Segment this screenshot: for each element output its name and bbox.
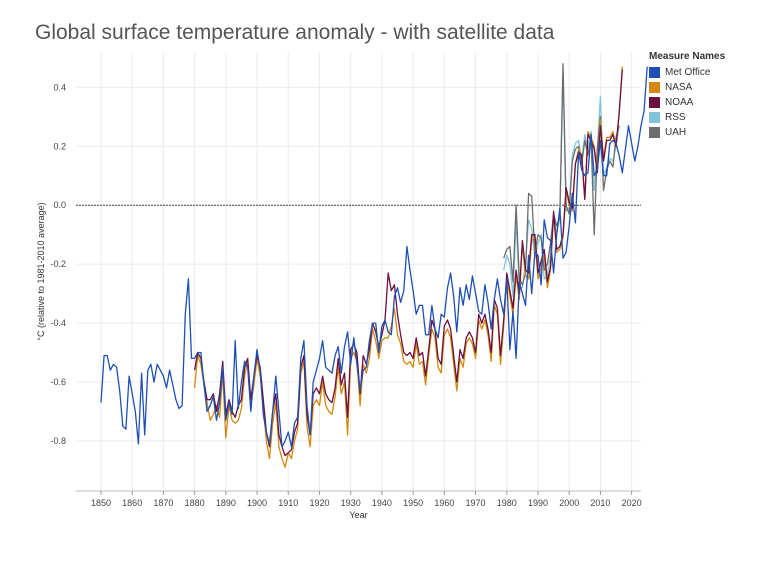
y-tick-label: -0.2 [50,259,66,269]
x-tick-label: 1850 [91,498,111,508]
series-line-met-office[interactable] [100,66,648,448]
legend-swatch [649,112,660,123]
x-tick-label: 2020 [622,498,642,508]
y-tick-label: 0.2 [53,141,66,151]
series-line-nasa[interactable] [193,66,623,469]
x-tick-label: 1970 [466,498,486,508]
x-tick-label: 1890 [216,498,236,508]
legend-item-uah[interactable]: UAH [649,125,725,140]
legend-swatch [649,127,660,138]
legend-swatch [649,97,660,108]
x-axis-title: Year [349,510,367,520]
y-tick-label: 0.4 [53,82,66,92]
y-tick-label: 0.0 [53,200,66,210]
legend-item-nasa[interactable]: NASA [649,80,725,95]
gridlines [76,52,641,491]
x-tick-label: 1950 [403,498,423,508]
x-tick-label: 1920 [309,498,329,508]
axes: 1850 1860 1870 1880 1890 1900 1910 1920 1930 1940… [50,82,641,508]
legend-item-met-office[interactable]: Met Office [649,65,725,80]
series-lines [100,63,648,469]
legend-label: NOAA [665,97,694,108]
legend-label: Met Office [665,67,711,78]
y-tick-label: -0.4 [50,318,66,328]
legend-item-noaa[interactable]: NOAA [649,95,725,110]
legend-label: UAH [665,127,687,138]
chart-title: Global surface temperature anomaly - wit… [35,21,555,44]
x-tick-label: 2010 [590,498,610,508]
y-tick-label: -0.8 [50,436,66,446]
x-tick-label: 1990 [528,498,548,508]
y-tick-label: -0.6 [50,377,66,387]
x-tick-label: 1940 [372,498,392,508]
x-tick-label: 1880 [185,498,205,508]
legend-label: RSS [665,112,686,123]
legend-label: NASA [665,82,693,93]
legend-swatch [649,82,660,93]
x-tick-label: 1870 [153,498,173,508]
x-tick-label: 1980 [497,498,517,508]
legend-item-rss[interactable]: RSS [649,110,725,125]
x-tick-label: 1910 [278,498,298,508]
legend-swatch [649,67,660,78]
x-tick-label: 1860 [122,498,142,508]
legend: Measure Names Met Office NASA NOAA RSS U… [649,51,725,140]
x-tick-label: 1960 [434,498,454,508]
y-axis-title: °C (relative to 1981-2010 average) [36,202,46,340]
x-tick-label: 2000 [559,498,579,508]
x-tick-label: 1930 [341,498,361,508]
x-tick-label: 1900 [247,498,267,508]
legend-title: Measure Names [649,51,726,62]
